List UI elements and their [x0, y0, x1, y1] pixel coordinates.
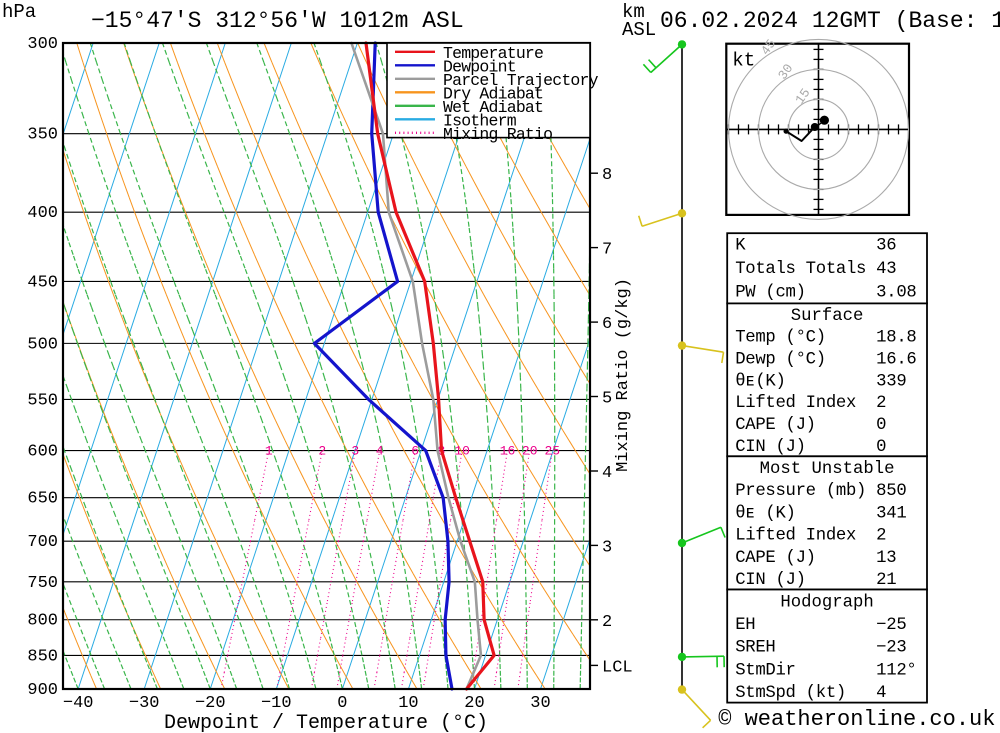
svg-text:© weatheronline.co.uk: © weatheronline.co.uk	[718, 707, 995, 732]
svg-text:LCL: LCL	[602, 658, 633, 677]
svg-text:CIN (J) 21: CIN (J) 21	[735, 571, 896, 590]
svg-text:K 36: K 36	[735, 237, 896, 256]
svg-text:20: 20	[522, 444, 538, 459]
svg-text:PW (cm) 3.08: PW (cm) 3.08	[735, 283, 916, 302]
svg-text:θᴇ (K) 341: θᴇ (K) 341	[735, 504, 906, 523]
svg-text:−20: −20	[195, 694, 226, 713]
svg-text:Temp (°C) 18.8: Temp (°C) 18.8	[735, 329, 916, 348]
svg-text:25: 25	[544, 444, 560, 459]
svg-text:3: 3	[351, 444, 359, 459]
svg-text:350: 350	[27, 126, 58, 145]
svg-text:SREH −23: SREH −23	[735, 639, 906, 658]
svg-text:900: 900	[27, 681, 58, 700]
svg-text:850: 850	[27, 647, 58, 666]
svg-text:Dewp (°C) 16.6: Dewp (°C) 16.6	[735, 351, 916, 370]
svg-text:6: 6	[411, 444, 419, 459]
svg-text:06.02.2024 12GMT (Base: 12): 06.02.2024 12GMT (Base: 12)	[660, 8, 1000, 34]
svg-text:5: 5	[602, 390, 612, 409]
svg-text:−10: −10	[261, 694, 292, 713]
svg-text:2: 2	[318, 444, 326, 459]
svg-text:Hodograph: Hodograph	[780, 594, 873, 613]
svg-text:EH −25: EH −25	[735, 616, 906, 635]
svg-text:8: 8	[602, 166, 612, 185]
svg-text:Dewpoint / Temperature (°C): Dewpoint / Temperature (°C)	[164, 712, 488, 733]
svg-text:1: 1	[265, 444, 273, 459]
svg-text:800: 800	[27, 612, 58, 631]
svg-text:CAPE (J) 13: CAPE (J) 13	[735, 549, 896, 568]
svg-text:Mixing Ratio: Mixing Ratio	[443, 125, 552, 144]
svg-text:StmSpd (kt) 4: StmSpd (kt) 4	[735, 684, 886, 703]
svg-text:kt: kt	[732, 50, 755, 72]
svg-text:−30: −30	[129, 694, 160, 713]
svg-text:Lifted Index 2: Lifted Index 2	[735, 394, 886, 413]
svg-text:Lifted Index 2: Lifted Index 2	[735, 527, 886, 546]
svg-text:10: 10	[454, 444, 470, 459]
svg-text:16: 16	[500, 444, 516, 459]
svg-text:Most Unstable: Most Unstable	[760, 460, 895, 479]
svg-text:600: 600	[27, 443, 58, 462]
svg-text:300: 300	[27, 35, 58, 54]
svg-text:Pressure (mb) 850: Pressure (mb) 850	[735, 482, 906, 501]
svg-text:ASL: ASL	[622, 19, 656, 41]
svg-text:7: 7	[602, 241, 612, 260]
svg-text:StmDir 112°: StmDir 112°	[735, 661, 916, 680]
svg-text:650: 650	[27, 490, 58, 509]
svg-text:30: 30	[530, 694, 550, 713]
svg-text:6: 6	[602, 315, 612, 334]
svg-text:CAPE (J) 0: CAPE (J) 0	[735, 416, 886, 435]
svg-text:500: 500	[27, 335, 58, 354]
svg-text:−40: −40	[63, 694, 94, 713]
svg-text:10: 10	[398, 694, 418, 713]
svg-text:Mixing Ratio (g/kg): Mixing Ratio (g/kg)	[614, 278, 633, 472]
svg-text:20: 20	[464, 694, 484, 713]
svg-text:CIN (J) 0: CIN (J) 0	[735, 438, 886, 457]
svg-text:3: 3	[602, 538, 612, 557]
svg-text:550: 550	[27, 391, 58, 410]
svg-text:4: 4	[602, 464, 612, 483]
svg-text:hPa: hPa	[2, 1, 36, 23]
svg-text:750: 750	[27, 574, 58, 593]
svg-text:Surface: Surface	[791, 307, 864, 326]
svg-text:2: 2	[602, 613, 612, 632]
svg-text:4: 4	[376, 444, 384, 459]
svg-text:700: 700	[27, 533, 58, 552]
svg-text:Totals Totals 43: Totals Totals 43	[735, 260, 896, 279]
svg-text:0: 0	[337, 694, 347, 713]
svg-text:θᴇ(K) 339: θᴇ(K) 339	[735, 372, 906, 391]
svg-text:−15°47'S 312°56'W 1012m ASL: −15°47'S 312°56'W 1012m ASL	[91, 8, 464, 34]
svg-text:400: 400	[27, 204, 58, 223]
svg-text:450: 450	[27, 273, 58, 292]
